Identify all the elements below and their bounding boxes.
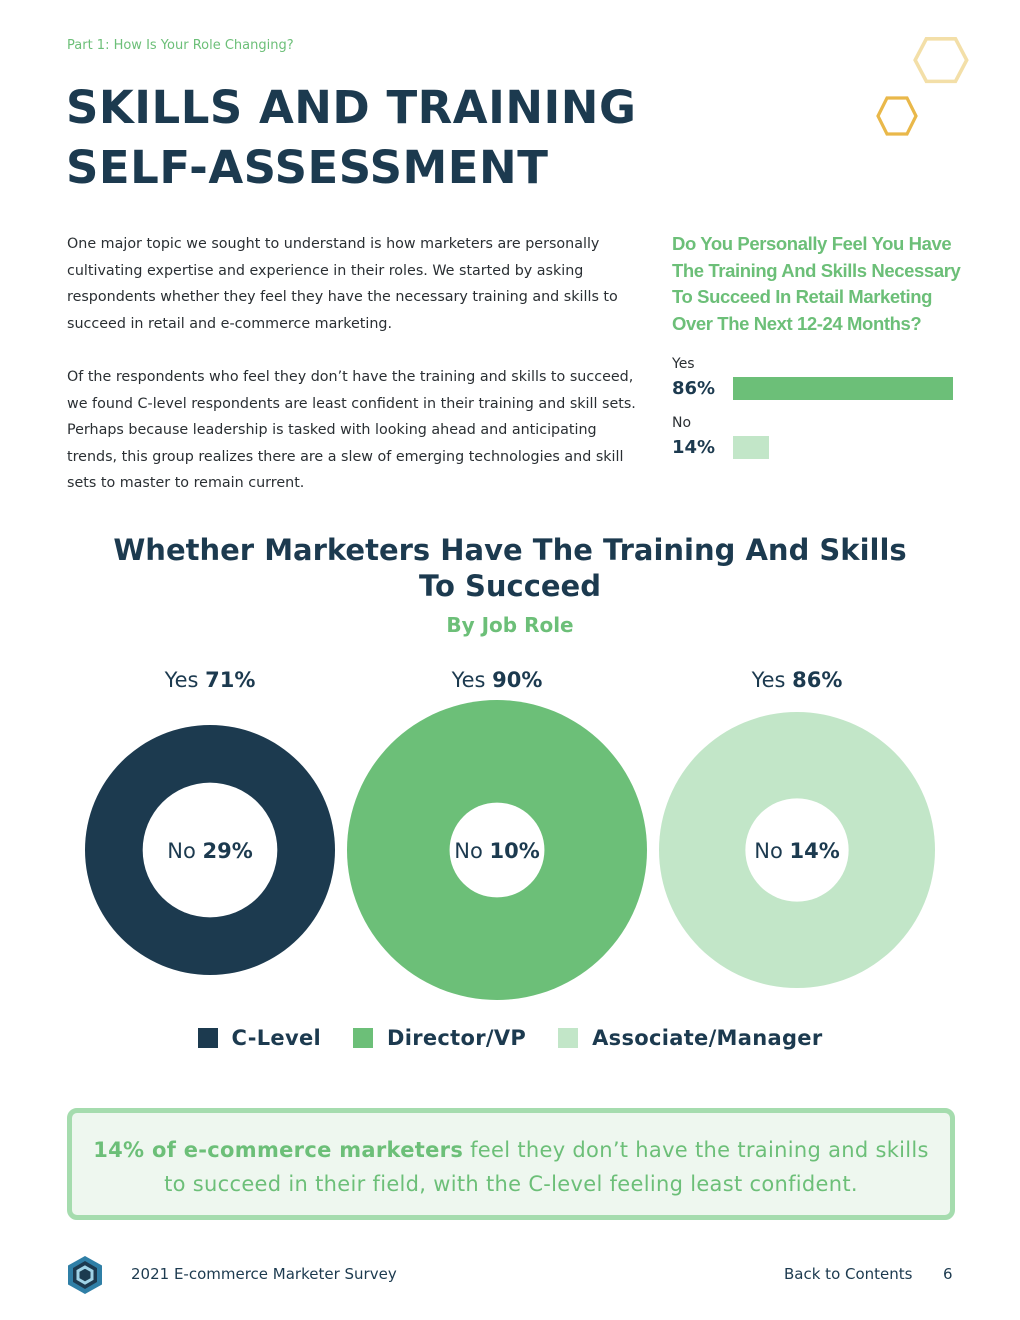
callout-box: 14% of e-commerce marketers feel they do… (67, 1108, 955, 1220)
legend-item: Director/VP (352, 1026, 527, 1050)
chart-subtitle: By Job Role (446, 613, 574, 637)
donut-hole-director-vp (449, 802, 545, 898)
callout-text: 14% of e-commerce marketers feel they do… (92, 1133, 930, 1201)
yes-label-associate-manager: Yes 86% (751, 668, 843, 692)
yes-label-c-level: Yes 71% (164, 668, 256, 692)
legend-swatch (197, 1028, 218, 1048)
legend-label: Associate/Manager (592, 1026, 823, 1050)
page-title-line-1: SKILLS AND TRAINING (66, 81, 637, 134)
page-title-line-2: SELF-ASSESSMENT (66, 141, 549, 194)
chart-legend: C-Level Director/VP Associate/Manager (0, 1026, 1020, 1050)
donut-charts: Yes 71% No 29% Yes 90% No 10% Yes 86% No 14% (85, 668, 935, 1000)
chart-title: Whether Marketers Have The Training And … (113, 533, 907, 603)
no-label-c-level: No 29% (167, 839, 253, 863)
legend-swatch (558, 1028, 579, 1048)
footer-title: 2021 E-commerce Marketer Survey (131, 1265, 397, 1283)
bar-category-label: Yes (672, 356, 695, 372)
legend-swatch (352, 1028, 373, 1048)
no-label-director-vp: No 10% (454, 839, 540, 863)
bar-value-label: 86% (672, 378, 716, 399)
callout-highlight: 14% of e-commerce marketers (93, 1138, 464, 1162)
section-kicker: Part 1: How Is Your Role Changing? (67, 38, 294, 53)
bar-no (733, 436, 769, 459)
legend-item: Associate/Manager (558, 1026, 822, 1050)
paragraph-2: Of the respondents who feel they don’t h… (67, 368, 636, 492)
callout-rest: feel they don’t have the training and sk… (164, 1138, 929, 1196)
survey-logo-icon (68, 1256, 102, 1294)
hexagon-decoration-icon (876, 37, 969, 136)
legend-label: Director/VP (386, 1026, 527, 1050)
paragraph-1: One major topic we sought to understand … (67, 236, 618, 332)
page-number: 6 (943, 1265, 953, 1283)
donut-hole-associate-manager (745, 798, 849, 902)
bar-category-label: No (672, 415, 692, 431)
bar-value-label: 14% (672, 437, 716, 458)
question-title: Do You Personally Feel You Have The Trai… (672, 233, 961, 334)
bar-yes (733, 377, 953, 400)
intro-text: One major topic we sought to understand … (67, 231, 649, 524)
legend-item: C-Level (197, 1026, 321, 1050)
legend-label: C-Level (231, 1026, 321, 1050)
no-label-associate-manager: No 14% (754, 839, 840, 863)
donut-hole-c-level (142, 782, 278, 918)
back-to-contents-link[interactable]: Back to Contents (784, 1265, 913, 1283)
yes-label-director-vp: Yes 90% (451, 668, 543, 692)
page-title: SKILLS AND TRAINING SELF-ASSESSMENT (66, 78, 686, 198)
